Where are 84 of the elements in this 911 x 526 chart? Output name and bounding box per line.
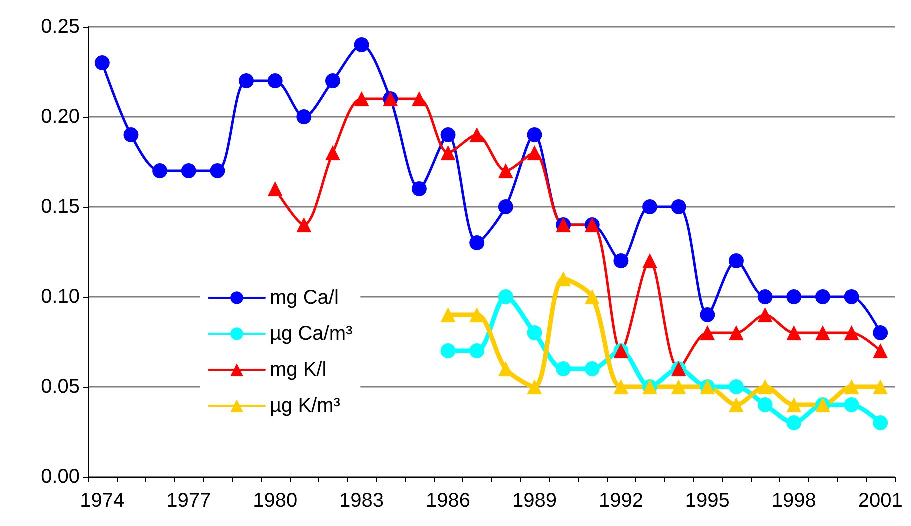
point xyxy=(412,92,427,106)
legend-label: µg K/m³ xyxy=(270,395,341,417)
point xyxy=(815,326,830,340)
point xyxy=(786,416,802,430)
point xyxy=(786,398,802,412)
x-tick-label: 1998 xyxy=(772,490,816,512)
x-tick-label: 1989 xyxy=(512,490,557,512)
legend-label: µg Ca/m³ xyxy=(270,323,353,345)
legend-label: mg Ca/l xyxy=(270,287,339,309)
point xyxy=(296,110,312,124)
point xyxy=(844,398,860,412)
point xyxy=(498,164,514,178)
point xyxy=(700,308,716,322)
point xyxy=(470,236,485,250)
x-tick-label: 1983 xyxy=(340,490,384,512)
point xyxy=(671,200,686,214)
point xyxy=(440,344,456,358)
point xyxy=(758,380,773,394)
point xyxy=(642,254,658,268)
point xyxy=(786,290,802,304)
point xyxy=(728,326,744,340)
point xyxy=(181,164,196,178)
point xyxy=(786,326,802,340)
x-tick-label: 1995 xyxy=(685,490,730,512)
point xyxy=(614,380,629,394)
point xyxy=(440,128,456,142)
point xyxy=(700,326,716,340)
point xyxy=(527,380,542,394)
y-tick-label: 0.10 xyxy=(41,286,80,308)
point xyxy=(470,128,485,142)
point xyxy=(758,308,773,322)
point xyxy=(556,362,572,376)
point xyxy=(268,74,283,88)
point xyxy=(210,164,226,178)
point xyxy=(729,254,744,268)
point xyxy=(354,38,370,52)
point xyxy=(758,290,773,304)
y-tick-label: 0.20 xyxy=(41,106,80,128)
y-tick-label: 0.25 xyxy=(41,16,80,38)
point xyxy=(758,398,773,412)
x-tick-label: 1992 xyxy=(598,490,644,512)
point xyxy=(844,380,860,394)
point xyxy=(642,200,658,214)
x-tick-label: 1986 xyxy=(426,490,471,512)
point xyxy=(873,416,888,430)
point xyxy=(440,146,456,160)
point xyxy=(296,218,312,232)
point xyxy=(325,74,340,88)
point xyxy=(873,380,888,394)
point xyxy=(152,164,168,178)
point xyxy=(470,344,485,358)
point xyxy=(268,182,283,196)
point xyxy=(584,362,600,376)
y-tick-label: 0.05 xyxy=(41,376,80,398)
legend-label: mg K/l xyxy=(270,359,327,381)
point xyxy=(873,326,888,340)
x-tick-label: 1974 xyxy=(80,490,125,512)
point xyxy=(498,200,514,214)
x-tick-label: 1980 xyxy=(253,490,298,512)
point xyxy=(728,398,744,412)
point xyxy=(873,344,888,358)
y-tick-label: 0.00 xyxy=(41,466,80,488)
point xyxy=(470,308,485,322)
point xyxy=(614,254,629,268)
point xyxy=(527,128,542,142)
point xyxy=(729,380,744,394)
point xyxy=(584,290,600,304)
point xyxy=(527,326,542,340)
point xyxy=(239,74,254,88)
x-tick-label: 2001 xyxy=(858,490,903,512)
point xyxy=(124,128,139,142)
x-tick-label: 1977 xyxy=(166,490,212,512)
point xyxy=(671,380,686,394)
point xyxy=(527,146,542,160)
point xyxy=(498,290,514,304)
point xyxy=(325,146,340,160)
point xyxy=(844,326,860,340)
point xyxy=(844,290,860,304)
point xyxy=(440,308,456,322)
point xyxy=(412,182,427,196)
point xyxy=(815,290,830,304)
point xyxy=(354,92,370,106)
y-tick-label: 0.15 xyxy=(41,196,80,218)
point xyxy=(94,56,110,70)
